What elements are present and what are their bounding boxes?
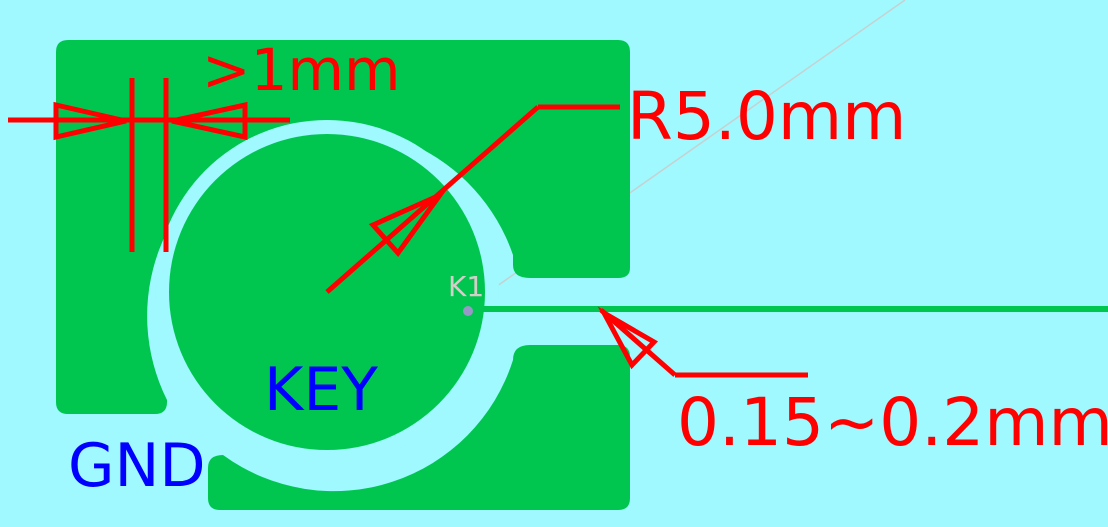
- pad-anchor-dot: [463, 306, 473, 316]
- trace-gap-dimension: [597, 306, 808, 378]
- key-trace: [470, 306, 1108, 312]
- gap-min-label: >1mm: [202, 36, 401, 104]
- ground-net-label: GND: [68, 431, 206, 501]
- reference-designator: K1: [448, 270, 484, 303]
- radius-label: R5.0mm: [627, 78, 906, 155]
- radius-dimension: [325, 104, 620, 294]
- ground-copper-pour: [56, 40, 630, 510]
- trace-gap-label: 0.15~0.2mm: [677, 384, 1108, 461]
- gap-dimension: [8, 78, 290, 252]
- pad-net-label: KEY: [264, 355, 378, 425]
